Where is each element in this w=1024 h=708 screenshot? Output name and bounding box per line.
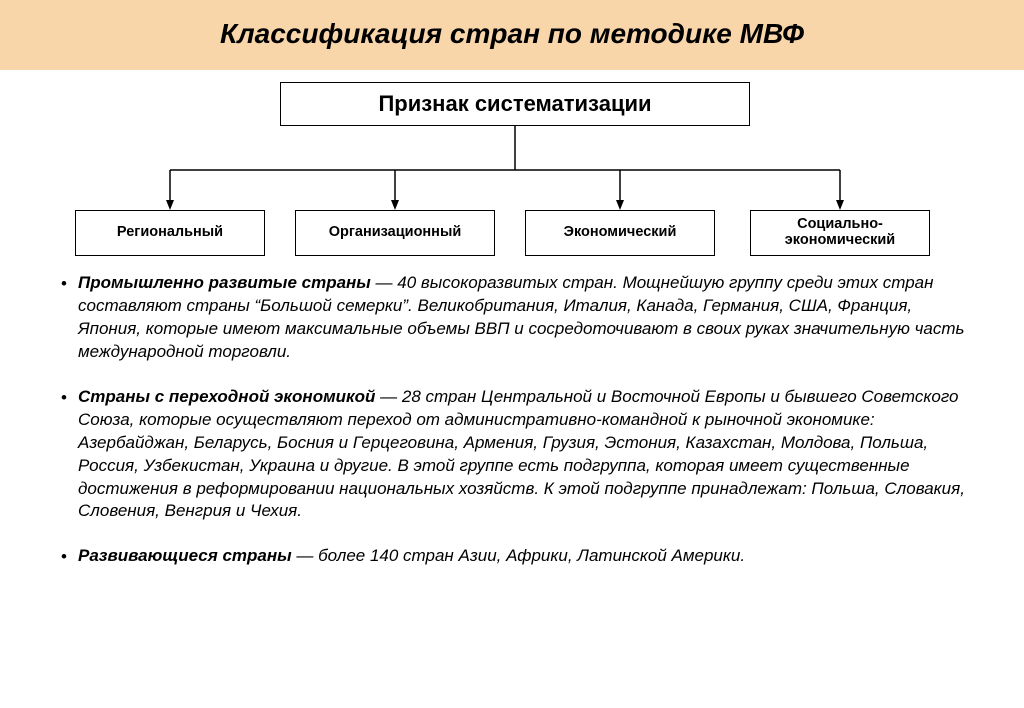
child-label: Экономический xyxy=(564,225,677,241)
entry-body: — более 140 стран Азии, Африки, Латинско… xyxy=(292,546,745,565)
child-label: Региональный xyxy=(117,225,223,241)
title-bar: Классификация стран по методике МВФ xyxy=(0,0,1024,70)
entry-text: Промышленно развитые страны — 40 высокор… xyxy=(78,272,974,364)
child-node-economic: Экономический xyxy=(525,210,715,256)
entry-term: Развивающиеся страны xyxy=(78,546,292,565)
list-item: • Промышленно развитые страны — 40 высок… xyxy=(50,272,974,364)
page-title: Классификация стран по методике МВФ xyxy=(0,18,1024,50)
bullet-icon: • xyxy=(50,272,78,296)
bullet-icon: • xyxy=(50,545,78,569)
child-node-regional: Региональный xyxy=(75,210,265,256)
bullet-icon: • xyxy=(50,386,78,410)
entry-term: Страны с переходной экономикой xyxy=(78,387,375,406)
root-label: Признак систематизации xyxy=(378,91,651,117)
list-item: • Развивающиеся страны — более 140 стран… xyxy=(50,545,974,569)
child-label: Организационный xyxy=(329,225,462,241)
hierarchy-diagram: Признак систематизации Региональный Орга… xyxy=(0,70,1024,270)
child-node-organizational: Организационный xyxy=(295,210,495,256)
entry-term: Промышленно развитые страны xyxy=(78,273,371,292)
bullet-list: • Промышленно развитые страны — 40 высок… xyxy=(0,270,1024,569)
child-node-socio-economic: Социально-экономический xyxy=(750,210,930,256)
root-node: Признак систематизации xyxy=(280,82,750,126)
list-item: • Страны с переходной экономикой — 28 ст… xyxy=(50,386,974,524)
entry-body: — 28 стран Центральной и Восточной Европ… xyxy=(78,387,965,521)
entry-text: Развивающиеся страны — более 140 стран А… xyxy=(78,545,745,568)
entry-text: Страны с переходной экономикой — 28 стра… xyxy=(78,386,974,524)
child-label: Социально-экономический xyxy=(785,217,895,249)
